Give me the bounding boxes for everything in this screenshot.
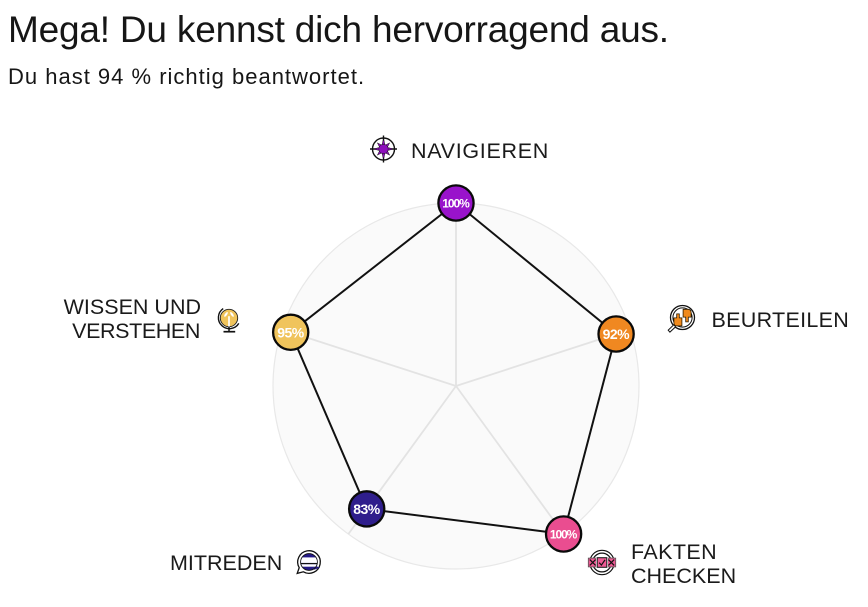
svg-text:100%: 100% xyxy=(550,527,578,541)
svg-text:95%: 95% xyxy=(277,324,305,340)
svg-text:VERSTEHEN: VERSTEHEN xyxy=(72,319,200,343)
svg-text:83%: 83% xyxy=(353,501,381,517)
svg-text:NAVIGIEREN: NAVIGIEREN xyxy=(411,139,549,163)
svg-text:FAKTEN: FAKTEN xyxy=(631,540,717,564)
svg-text:92%: 92% xyxy=(603,326,631,342)
svg-text:100%: 100% xyxy=(442,196,470,210)
svg-text:MITREDEN: MITREDEN xyxy=(170,551,282,575)
svg-text:WISSEN UND: WISSEN UND xyxy=(64,295,201,319)
svg-text:CHECKEN: CHECKEN xyxy=(631,564,736,588)
svg-text:BEURTEILEN: BEURTEILEN xyxy=(712,308,850,332)
